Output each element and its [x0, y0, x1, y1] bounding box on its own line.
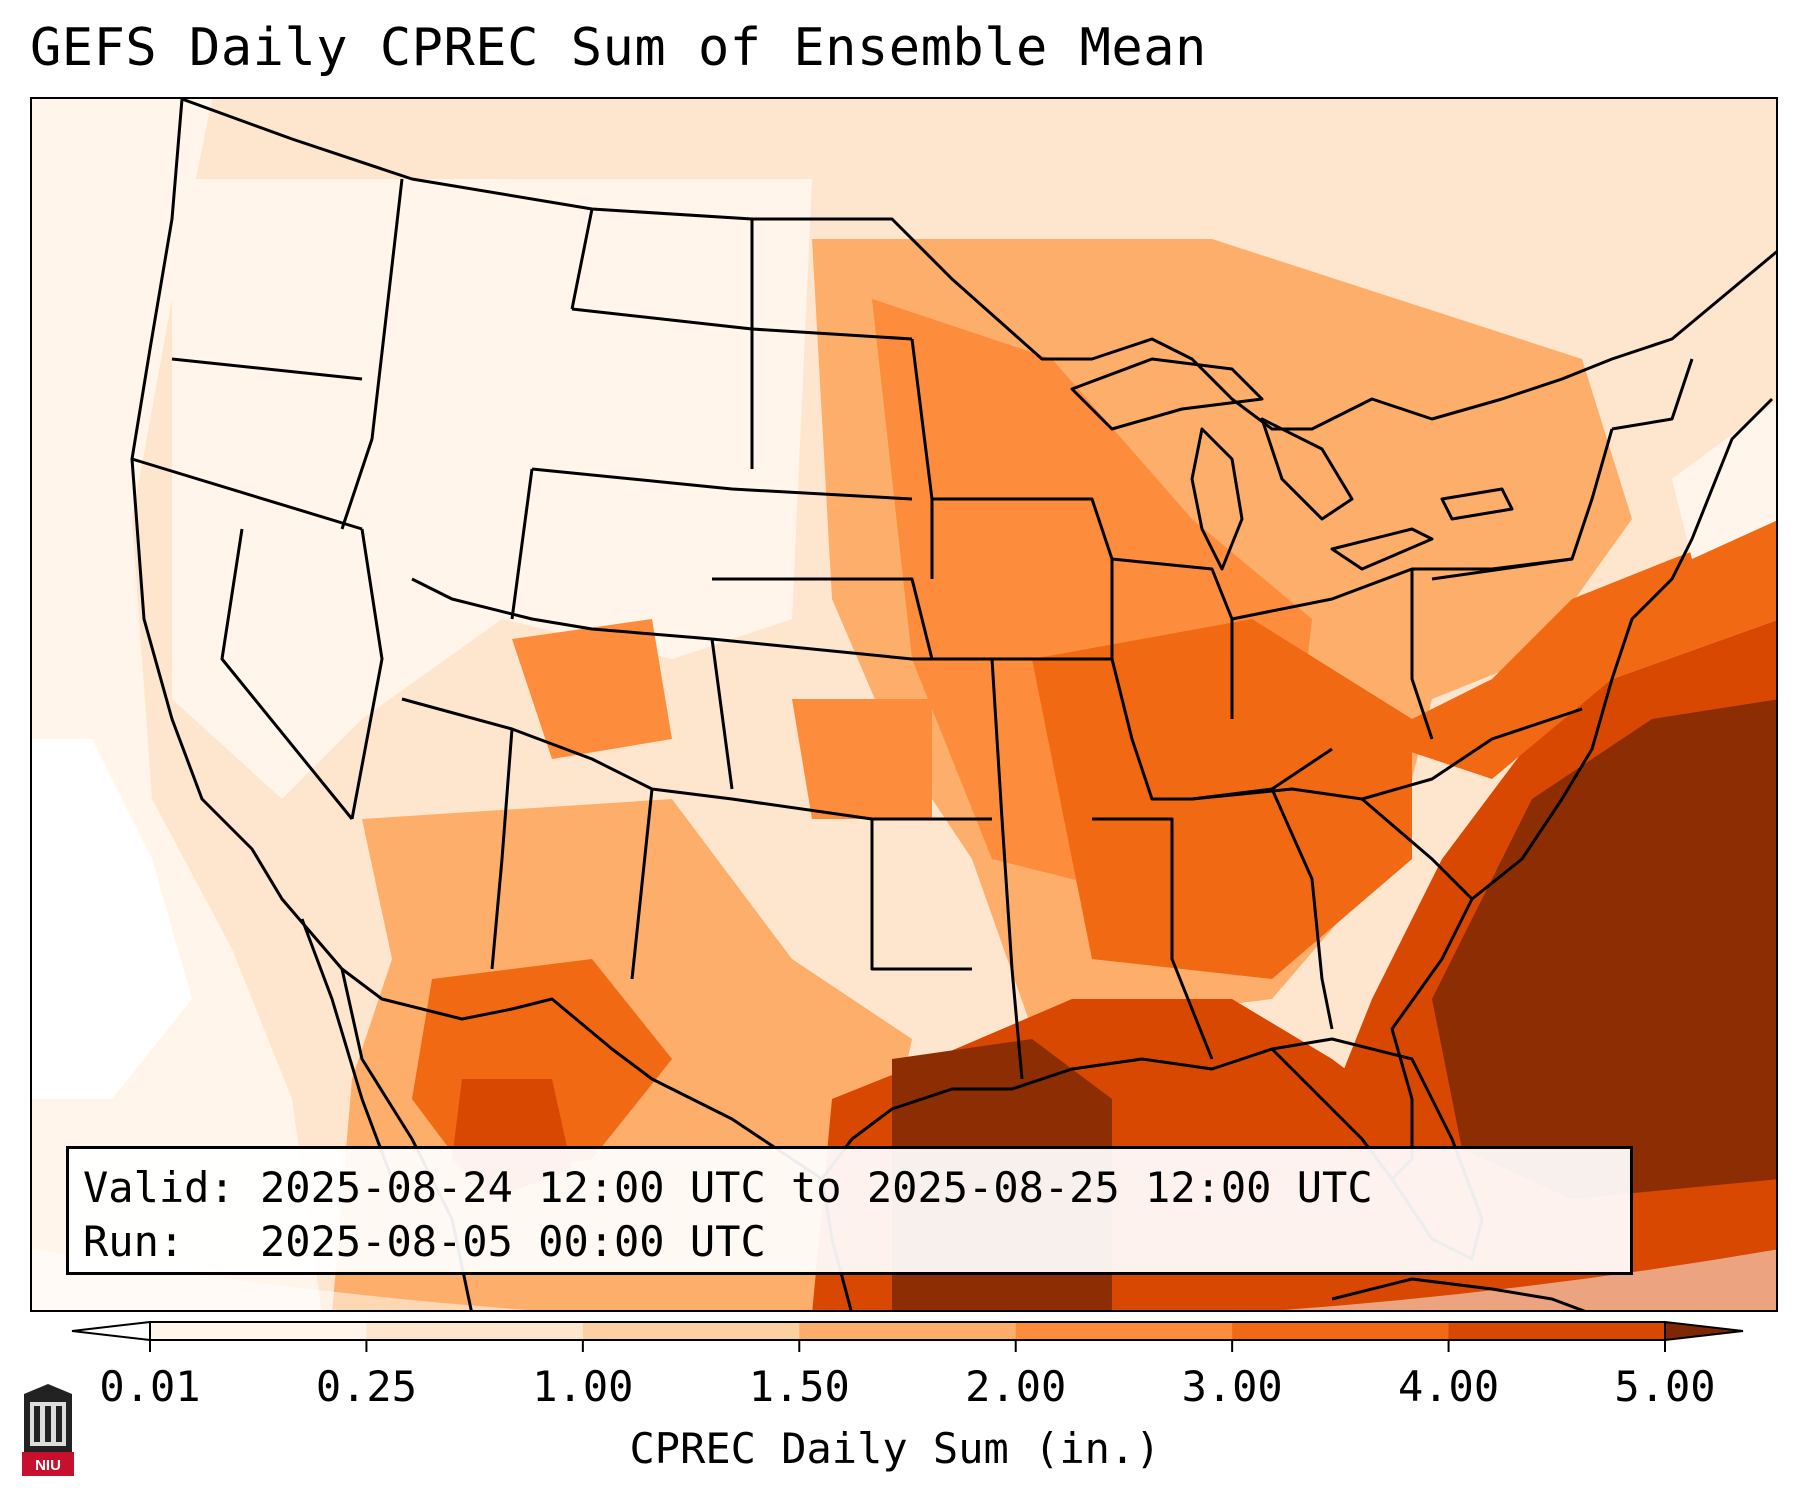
colorbar-tick-label: 5.00	[1614, 1362, 1716, 1411]
lake-michigan	[1190, 427, 1244, 571]
us-outline	[130, 99, 1774, 1181]
state-line-27	[1361, 797, 1474, 901]
colorbar-tick-label: 4.00	[1397, 1362, 1500, 1411]
field-ne-ocean	[1672, 401, 1776, 559]
field-pacific-white	[32, 739, 192, 1099]
logo-banner	[22, 1452, 74, 1476]
run-value: 2025-08-05 00:00 UTC	[260, 1217, 766, 1266]
baja	[300, 918, 394, 1180]
colorbar-tick-label: 3.00	[1181, 1362, 1283, 1411]
state-line-1	[340, 178, 404, 530]
state-line-20	[990, 658, 1024, 1080]
field-southeast	[1032, 619, 1412, 979]
state-line-5	[350, 528, 384, 820]
lake-ontario	[1440, 487, 1514, 521]
colorbar-label: CPREC Daily Sum (in.)	[629, 1424, 1161, 1473]
state-line-16	[711, 637, 992, 661]
precipitation-field	[32, 99, 1776, 1310]
state-line-10	[570, 208, 594, 310]
state-line-26	[1270, 788, 1334, 1030]
logo-text: NIU	[35, 1457, 61, 1474]
state-line-17	[712, 577, 934, 660]
state-line-3	[131, 457, 363, 531]
run-row: Run: 2025-08-05 00:00 UTC	[83, 1215, 1616, 1269]
cuba	[1331, 1277, 1586, 1310]
colorbar-tick-label: 1.50	[748, 1362, 850, 1411]
field-new-england	[1592, 99, 1776, 519]
run-label: Run:	[83, 1217, 185, 1266]
colorbar-segment	[1448, 1322, 1666, 1340]
state-borders	[130, 99, 1776, 1310]
colorbar-tick-label: 0.01	[99, 1362, 201, 1411]
colorbar-frame	[149, 1321, 1666, 1341]
niu-logo: NIU	[22, 1384, 74, 1476]
valid-row: Valid: 2025-08-24 12:00 UTC to 2025-08-2…	[83, 1161, 1616, 1215]
state-line-4	[220, 528, 354, 820]
colorbar	[71, 1320, 1744, 1352]
colorbar-tick-label: 0.25	[315, 1362, 417, 1411]
state-line-29	[1410, 569, 1434, 740]
valid-label: Valid:	[83, 1163, 235, 1212]
lake-huron	[1260, 417, 1354, 521]
state-line-21	[932, 497, 1114, 659]
colorbar-tick-label: 1.00	[532, 1362, 634, 1411]
valid-value: 2025-08-24 12:00 UTC to 2025-08-25 12:00…	[260, 1163, 1373, 1212]
canada-border	[181, 99, 1776, 431]
state-line-11	[571, 307, 913, 341]
state-line-6	[411, 577, 713, 641]
state-line-30	[1431, 428, 1614, 581]
colorbar-segment	[150, 1322, 367, 1340]
colorbar-segment	[366, 1322, 584, 1340]
colorbar-segment	[1015, 1322, 1233, 1340]
field-oklahoma	[792, 699, 932, 819]
colorbar-segment	[799, 1322, 1017, 1340]
state-line-14	[630, 788, 654, 980]
map-title: GEFS Daily CPREC Sum of Ensemble Mean	[30, 18, 1207, 78]
lake-erie	[1330, 527, 1434, 571]
state-line-19	[870, 819, 972, 971]
field-atlantic-core	[1432, 699, 1776, 1199]
state-line-15	[710, 638, 734, 790]
colorbar-under-arrow	[71, 1320, 151, 1342]
state-line-25	[1191, 707, 1583, 801]
lake-superior	[1070, 357, 1264, 431]
state-line-31	[1611, 358, 1694, 431]
state-line-13	[490, 728, 514, 970]
state-line-2	[171, 357, 363, 381]
field-colorado	[512, 619, 672, 759]
colorbar-segment	[582, 1322, 800, 1340]
field-atlantic-edge	[1372, 520, 1776, 779]
state-line-24	[1092, 817, 1214, 1060]
validity-info-box: Valid: 2025-08-24 12:00 UTC to 2025-08-2…	[66, 1146, 1633, 1275]
colorbar-over-arrow	[1664, 1320, 1744, 1342]
state-line-23	[1111, 557, 1234, 719]
colorbar-segment	[1232, 1322, 1450, 1340]
precipitation-map	[30, 97, 1778, 1312]
state-line-8	[531, 467, 913, 501]
state-line-7	[510, 468, 534, 620]
colorbar-tick-label: 2.00	[965, 1362, 1067, 1411]
field-projection-edge	[32, 1249, 1776, 1310]
